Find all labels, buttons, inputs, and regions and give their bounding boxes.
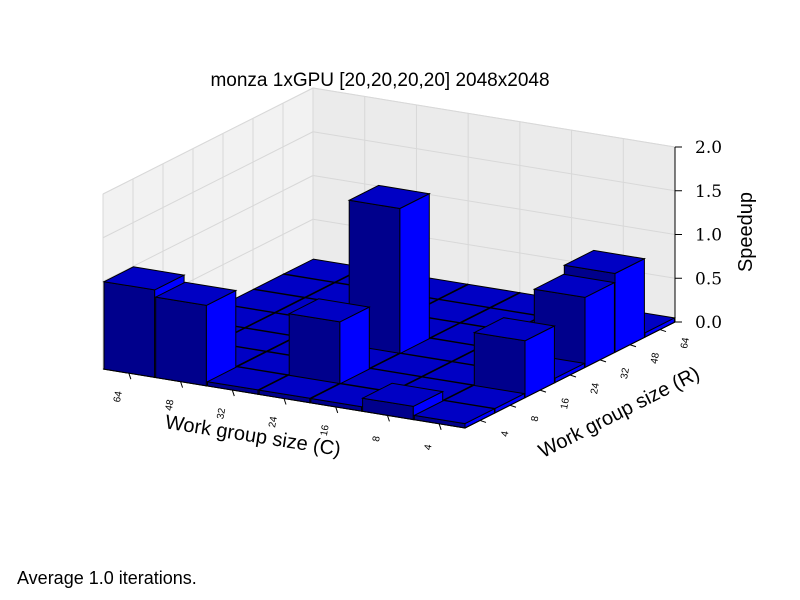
bar-top-face bbox=[205, 366, 290, 391]
y-tick bbox=[659, 329, 667, 333]
y-tick-label: 24 bbox=[589, 382, 602, 395]
y-tick-label: 8 bbox=[530, 415, 542, 423]
x-tick-label: 16 bbox=[319, 424, 332, 437]
bar-top-face bbox=[102, 266, 186, 291]
bar-top-face bbox=[154, 281, 238, 306]
x-tick-label: 24 bbox=[267, 415, 280, 428]
z-tick-label: 0.5 bbox=[695, 269, 722, 289]
z-tick-label: 2.0 bbox=[695, 138, 722, 158]
y-tick-label: 32 bbox=[619, 367, 632, 380]
bar-top-face bbox=[257, 374, 341, 399]
grid-line bbox=[102, 131, 314, 239]
x-tick-label: 48 bbox=[164, 398, 177, 411]
x-tick-label: 64 bbox=[112, 390, 125, 403]
bar-top-face bbox=[412, 399, 496, 425]
bar-top-face bbox=[562, 249, 646, 275]
x-tick bbox=[283, 398, 287, 405]
grid-line bbox=[312, 175, 676, 235]
y-tick-label: 48 bbox=[649, 351, 662, 364]
x-tick-label: 32 bbox=[215, 407, 228, 420]
z-tick-label: 1.5 bbox=[695, 182, 722, 202]
z-axis-label: Speedup bbox=[735, 192, 757, 272]
y-tick bbox=[629, 344, 637, 348]
x-tick bbox=[128, 373, 132, 380]
y-tick bbox=[509, 404, 517, 408]
grid-line bbox=[312, 131, 676, 192]
bar-top-face bbox=[287, 298, 371, 323]
bar-side-face bbox=[399, 192, 430, 359]
bar-front-face bbox=[103, 281, 156, 378]
bar-top-face bbox=[347, 184, 431, 210]
x-tick bbox=[386, 415, 390, 422]
grid-line bbox=[102, 87, 314, 195]
x-tick bbox=[180, 381, 184, 388]
x-tick bbox=[231, 389, 235, 397]
bar-top-face bbox=[532, 273, 616, 298]
bar-top-face bbox=[361, 382, 445, 407]
y-tick-label: 16 bbox=[559, 397, 572, 410]
footer-note: Average 1.0 iterations. bbox=[17, 568, 197, 588]
x-axis-label: Work group size (C) bbox=[164, 411, 343, 460]
bar-side-face bbox=[614, 257, 645, 354]
x-tick-label: 8 bbox=[371, 435, 383, 443]
x-tick bbox=[335, 406, 339, 414]
chart-title: monza 1xGPU [20,20,20,20] 2048x2048 bbox=[210, 70, 550, 91]
z-tick-label: 0.0 bbox=[695, 313, 722, 333]
y-tick bbox=[599, 359, 607, 363]
y-tick-label: 4 bbox=[500, 430, 512, 438]
grid-line bbox=[312, 87, 676, 148]
bar-front-face bbox=[155, 296, 207, 387]
y-tick bbox=[539, 389, 547, 393]
z-tick-label: 1.0 bbox=[695, 226, 722, 246]
y-tick-label: 64 bbox=[679, 336, 692, 349]
x-tick-label: 4 bbox=[423, 443, 435, 451]
y-tick bbox=[569, 374, 577, 378]
x-tick bbox=[438, 423, 442, 430]
bar-top-face bbox=[472, 317, 556, 342]
y-tick bbox=[479, 419, 487, 423]
grid-line bbox=[102, 175, 314, 282]
